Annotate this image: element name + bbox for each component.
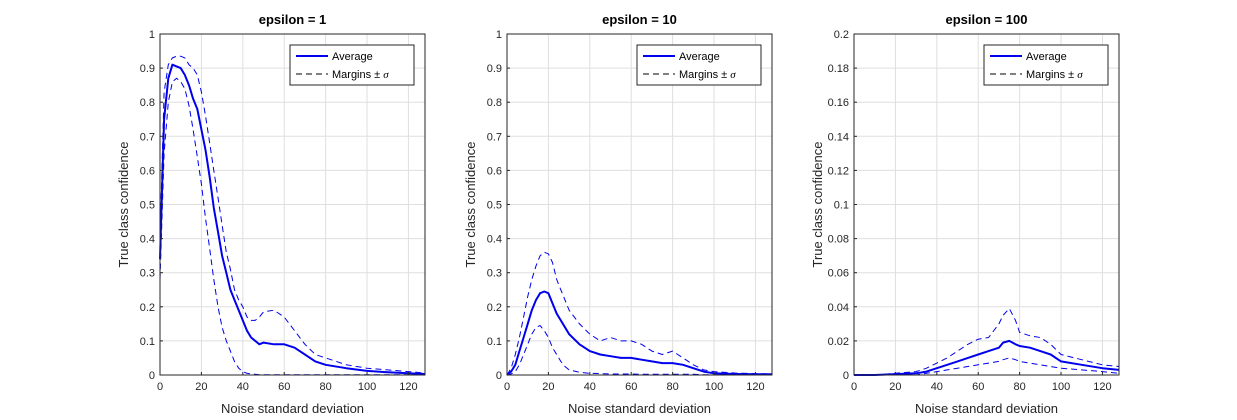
y-tick-label: 0.9 <box>140 63 155 75</box>
y-tick-label: 0.1 <box>834 200 849 212</box>
legend-label-2: Margins ± σ <box>679 69 736 81</box>
y-tick-label: 0.18 <box>828 63 849 75</box>
x-tick-label: 100 <box>1052 381 1070 393</box>
y-tick-label: 0.7 <box>140 131 155 143</box>
chart-panel-1: 0 20 40 60 80 100 120 0 0.1 0.2 0.3 0.4 0.5 0.6 0.7 0.8… <box>116 12 426 416</box>
x-tick-label: 60 <box>972 381 984 393</box>
chart-panel-3: 0 20 40 60 80 100 120 0 0.02 0.04 0.06 0.08 0.1 0.12 0… <box>810 12 1120 416</box>
y-tick-label: 0.04 <box>828 302 849 314</box>
y-tick-label: 0.4 <box>140 234 155 246</box>
y-tick-label: 0.8 <box>487 97 502 109</box>
y-tick-label: 0.6 <box>487 165 502 177</box>
x-tick-label: 100 <box>358 381 376 393</box>
legend: Average Margins ± σ <box>983 44 1109 86</box>
y-tick-label: 0.06 <box>828 268 849 280</box>
x-tick-label: 0 <box>157 381 163 393</box>
y-axis-label: True class confidence <box>463 142 478 268</box>
x-tick-label: 40 <box>931 381 943 393</box>
y-tick-label: 1 <box>496 29 502 41</box>
legend-label-1: Average <box>679 51 720 63</box>
y-tick-label: 0.9 <box>487 63 502 75</box>
y-tick-label: 0.3 <box>487 268 502 280</box>
y-tick-label: 1 <box>149 29 155 41</box>
x-tick-label: 80 <box>320 381 332 393</box>
series-average-line <box>854 339 1120 376</box>
x-tick-label: 80 <box>1014 381 1026 393</box>
x-tick-label: 20 <box>195 381 207 393</box>
x-tick-label: 80 <box>667 381 679 393</box>
y-tick-label: 0.3 <box>140 268 155 280</box>
y-tick-label: 0.2 <box>140 302 155 314</box>
y-tick-label: 0 <box>496 370 502 382</box>
y-tick-label: 0.8 <box>140 97 155 109</box>
x-tick-label: 0 <box>504 381 510 393</box>
y-tick-label: 0 <box>843 370 849 382</box>
y-tick-label: 0 <box>149 370 155 382</box>
y-axis-label: True class confidence <box>810 142 825 268</box>
series-average-line <box>506 290 772 376</box>
series-margin-lower-line <box>506 325 772 376</box>
series-margin-upper-line <box>854 308 1120 376</box>
legend-box <box>636 44 762 86</box>
y-tick-label: 0.4 <box>487 234 502 246</box>
x-tick-label: 120 <box>746 381 764 393</box>
series-average-line <box>159 63 426 375</box>
y-tick-label: 0.7 <box>487 131 502 143</box>
x-tick-label: 20 <box>542 381 554 393</box>
chart-title: epsilon = 10 <box>602 12 677 27</box>
legend-label-1: Average <box>332 51 373 63</box>
x-axis-label: Noise standard deviation <box>221 401 364 416</box>
legend-label-1: Average <box>1026 51 1067 63</box>
series-margin-upper-line <box>159 55 426 374</box>
chart-title: epsilon = 1 <box>259 12 327 27</box>
y-tick-label: 0.08 <box>828 234 849 246</box>
y-tick-label: 0.02 <box>828 336 849 348</box>
y-tick-label: 0.2 <box>487 302 502 314</box>
series-margin-upper-line <box>506 251 773 376</box>
legend-box <box>983 44 1109 86</box>
y-tick-label: 0.1 <box>487 336 502 348</box>
x-tick-label: 60 <box>278 381 290 393</box>
x-tick-label: 60 <box>625 381 637 393</box>
legend-box <box>289 44 415 86</box>
chart-title: epsilon = 100 <box>945 12 1027 27</box>
x-tick-label: 0 <box>851 381 857 393</box>
y-tick-label: 0.1 <box>140 336 155 348</box>
y-tick-label: 0.5 <box>140 200 155 212</box>
x-tick-label: 20 <box>889 381 901 393</box>
y-tick-label: 0.6 <box>140 165 155 177</box>
x-axis-label: Noise standard deviation <box>915 401 1058 416</box>
x-tick-label: 120 <box>399 381 417 393</box>
y-axis-label: True class confidence <box>116 142 131 268</box>
legend: Average Margins ± σ <box>289 44 415 86</box>
y-tick-label: 0.5 <box>487 200 502 212</box>
chart-panel-2: 0 20 40 60 80 100 120 0 0.1 0.2 0.3 0.4 0.5 0.6 0.7 0.8… <box>463 12 773 416</box>
x-axis-label: Noise standard deviation <box>568 401 711 416</box>
y-tick-label: 0.14 <box>828 131 849 143</box>
legend: Average Margins ± σ <box>636 44 762 86</box>
x-tick-label: 40 <box>584 381 596 393</box>
y-tick-label: 0.16 <box>828 97 849 109</box>
legend-label-2: Margins ± σ <box>332 69 389 81</box>
x-tick-label: 120 <box>1093 381 1111 393</box>
x-tick-label: 40 <box>237 381 249 393</box>
series-margin-lower-line <box>854 357 1120 376</box>
x-tick-label: 100 <box>705 381 723 393</box>
y-tick-label: 0.12 <box>828 165 849 177</box>
legend-label-2: Margins ± σ <box>1026 69 1083 81</box>
y-tick-label: 0.2 <box>834 29 849 41</box>
